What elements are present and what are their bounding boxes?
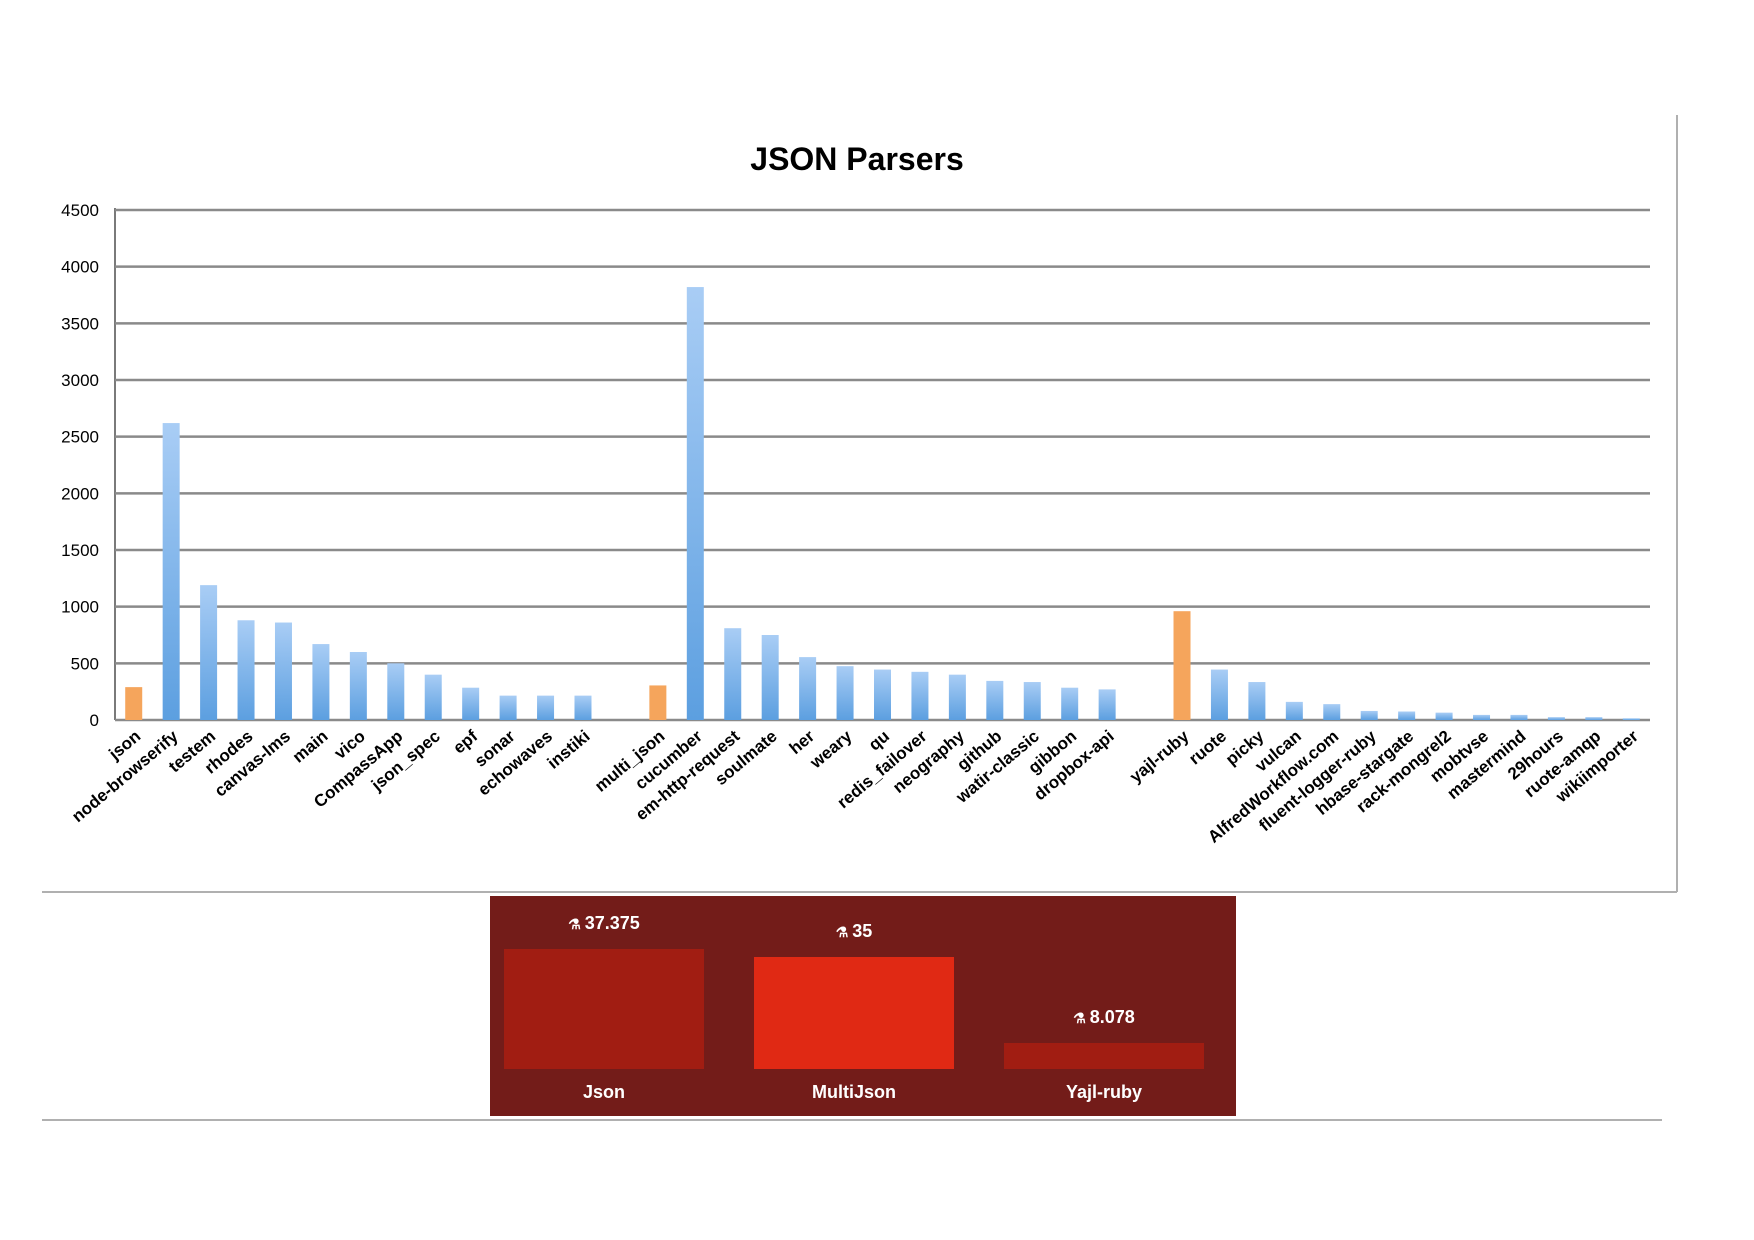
y-tick-label: 3000 <box>61 371 99 390</box>
summary-category-label: MultiJson <box>812 1082 896 1102</box>
summary-value-text: 35 <box>852 920 873 941</box>
bar-CompassApp <box>387 663 405 720</box>
bar-instiki <box>574 695 592 720</box>
summary-category-label: Yajl-ruby <box>1065 1082 1143 1102</box>
bar-rack-mongrel2 <box>1435 712 1453 720</box>
y-tick-label: 3500 <box>61 314 99 333</box>
y-tick-labels: 0 500 1000 1500 2000 2500 3000 3500 4000 4500 <box>61 201 99 730</box>
bar-json <box>125 687 143 720</box>
bar-echowaves <box>537 695 555 720</box>
bar-AlfredWorkflow.com <box>1323 704 1341 720</box>
gridlines <box>115 208 1650 722</box>
bar-sonar <box>499 695 517 720</box>
bar-rhodes <box>237 620 255 720</box>
bar-weary <box>836 666 854 720</box>
x-tick-label: weary <box>806 726 856 773</box>
y-tick-label: 0 <box>90 711 99 730</box>
flask-icon: ⚗ <box>835 923 849 940</box>
bar-redis_failover <box>911 671 929 720</box>
bar-main <box>312 644 330 720</box>
bar-yajl-ruby <box>1173 611 1191 720</box>
bar-gibbon <box>1061 687 1079 720</box>
bar-her <box>799 657 817 720</box>
y-tick-label: 500 <box>71 654 99 673</box>
bar-testem <box>200 585 218 720</box>
bar-fluent-logger-ruby <box>1360 710 1378 720</box>
summary-bar-json <box>504 949 704 1069</box>
bar-github <box>986 680 1004 720</box>
bar-29hours <box>1547 717 1565 720</box>
summary-value-text: 8.078 <box>1089 1007 1135 1028</box>
bar-canvas-lms <box>274 622 292 720</box>
summary-bar-multijson <box>754 956 954 1069</box>
bottom-divider <box>42 1119 1662 1121</box>
summary-value-text: 37.375 <box>584 913 640 933</box>
y-tick-label: 1000 <box>61 598 99 617</box>
x-tick-label: ruote <box>1185 727 1230 769</box>
bar-hbase-stargate <box>1398 711 1416 720</box>
bar-vulcan <box>1285 701 1303 720</box>
bar-wikiimporter <box>1622 718 1640 720</box>
x-tick-labels: jsonnode-browserifytestemrhodescanvas-lm… <box>68 726 1642 847</box>
bar-mastermind <box>1510 714 1528 720</box>
y-tick-label: 1500 <box>61 541 99 560</box>
x-tick-label: yajl-ruby <box>1126 726 1193 786</box>
x-tick-label: main <box>289 727 332 767</box>
bar-ruote-amqp <box>1585 717 1603 720</box>
bar-json_spec <box>424 674 442 720</box>
bar-neography <box>948 674 966 720</box>
bar-epf <box>462 687 480 720</box>
bar-watir-classic <box>1023 682 1041 720</box>
summary-bar-chart: ⚗ 37.375 Json ⚗ 35 MultiJson ⚗ 8.078 Yajl-ruby <box>490 896 1236 1116</box>
summary-value-label: ⚗ 35 <box>754 921 954 942</box>
y-tick-label: 4000 <box>61 258 99 277</box>
bar-em-http-request <box>724 628 742 720</box>
flask-icon: ⚗ <box>568 916 581 932</box>
bar-qu <box>874 669 891 720</box>
bar-soulmate <box>761 635 779 720</box>
bar-vico <box>349 652 367 720</box>
bar-node-browserify <box>162 423 180 720</box>
y-tick-label: 2000 <box>61 484 99 503</box>
summary-bar-yajl-ruby <box>1004 1043 1204 1069</box>
bar-dropbox-api <box>1098 689 1116 720</box>
flask-icon: ⚗ <box>1073 1010 1086 1027</box>
summary-value-label: ⚗ 8.078 <box>1004 1007 1204 1028</box>
summary-value-label: ⚗ 37.375 <box>504 913 704 934</box>
bar-picky <box>1248 682 1266 720</box>
summary-category-label: Json <box>582 1082 625 1102</box>
bar-mobtvse <box>1473 714 1491 720</box>
y-tick-label: 2500 <box>61 428 99 447</box>
bars <box>125 287 1640 720</box>
x-tick-label: instiki <box>544 727 594 773</box>
bar-multi_json <box>649 685 667 720</box>
chart-title: JSON Parsers <box>750 141 963 177</box>
bar-cucumber <box>686 287 704 720</box>
y-tick-label: 4500 <box>61 201 99 220</box>
bar-ruote <box>1210 669 1228 720</box>
